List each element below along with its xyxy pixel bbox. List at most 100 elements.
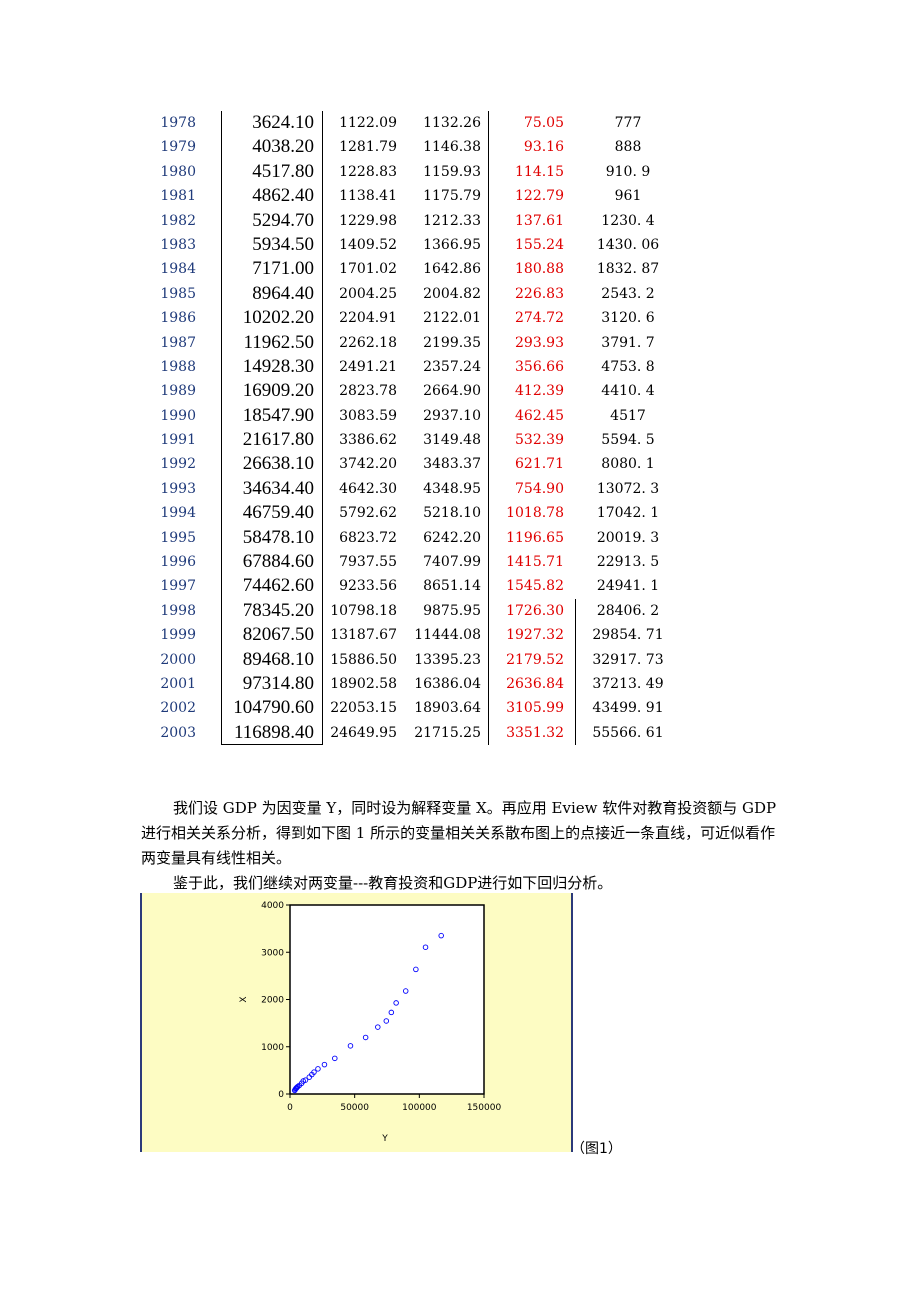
gdp-cell: 10202.20	[242, 307, 314, 329]
table-right-border	[322, 111, 323, 745]
table-row: 1997 74462.60 9233.56 8651.14 1545.82 24941. …	[150, 574, 690, 598]
figure-caption: （图1）	[571, 1141, 622, 1157]
value-cell: 1146.38	[423, 139, 481, 156]
education-investment-cell: 155.24	[515, 236, 564, 253]
value-cell: 2543. 2	[601, 285, 655, 302]
value-cell: 5792.62	[339, 505, 397, 522]
value-cell: 888	[614, 139, 642, 156]
value-cell: 1281.79	[339, 139, 397, 156]
table-row: 2003 116898.40 24649.95 21715.25 3351.32 5556…	[150, 721, 690, 745]
value-cell: 17042. 1	[596, 505, 660, 522]
data-point	[393, 1000, 399, 1006]
table-row: 1996 67884.60 7937.55 7407.99 1415.71 22913. …	[150, 550, 690, 574]
value-cell: 1642.86	[423, 261, 481, 278]
value-cell: 20019. 3	[596, 529, 660, 546]
gdp-cell: 7171.00	[252, 258, 314, 280]
scatter-chart-panel: 0 1000 2000 3000 4000 0 50000 100000 150000 Y X	[140, 893, 573, 1152]
data-point	[383, 1018, 390, 1024]
year-cell: 1998	[160, 602, 196, 619]
value-cell: 18903.64	[414, 700, 481, 717]
year-cell: 1983	[160, 236, 196, 253]
value-cell: 2937.10	[423, 407, 481, 424]
gdp-cell: 67884.60	[242, 551, 314, 573]
education-investment-cell: 1545.82	[506, 578, 564, 595]
value-cell: 11444.08	[414, 627, 481, 644]
table-row: 1992 26638.10 3742.20 3483.37 621.71 8080. 1	[150, 452, 690, 476]
table-bottom-border	[221, 744, 323, 745]
gdp-cell: 5294.70	[252, 209, 314, 231]
data-point	[422, 944, 429, 950]
education-investment-cell: 75.05	[523, 115, 564, 131]
year-cell: 1996	[160, 554, 196, 571]
year-cell: 1982	[160, 212, 196, 229]
education-investment-cell: 1927.32	[506, 627, 564, 644]
value-cell: 1159.93	[423, 163, 481, 180]
table-row: 1982 5294.70 1229.98 1212.33 137.61 1230. 4	[150, 209, 690, 233]
table-row: 2001 97314.80 18902.58 16386.04 2636.84 37213…	[150, 672, 690, 696]
value-cell: 2004.25	[339, 285, 397, 302]
year-cell: 1988	[160, 358, 196, 375]
value-cell: 4517	[610, 407, 646, 424]
data-table: 1978 3624.10 1122.09 1132.26 75.05 777 1979 403…	[150, 111, 690, 745]
value-cell: 24941. 1	[596, 578, 660, 595]
value-cell: 2199.35	[423, 334, 481, 351]
table-row: 1999 82067.50 13187.67 11444.08 1927.32 29854…	[150, 623, 690, 647]
data-point	[293, 1085, 300, 1091]
education-investment-cell: 1196.65	[506, 529, 564, 546]
data-point	[362, 1034, 369, 1041]
gdp-cell: 89468.10	[242, 648, 314, 670]
year-cell: 1979	[160, 139, 196, 156]
year-cell: 1989	[160, 383, 196, 400]
data-point	[375, 1024, 381, 1030]
value-cell: 43499. 91	[592, 700, 664, 717]
value-cell: 21715.25	[414, 724, 481, 741]
gdp-cell: 97314.80	[242, 672, 314, 694]
education-investment-cell: 2179.52	[506, 651, 564, 668]
gdp-cell: 34634.40	[242, 477, 314, 499]
gdp-cell: 74462.60	[242, 575, 314, 597]
value-cell: 1132.26	[423, 115, 481, 131]
education-investment-cell: 180.88	[515, 261, 564, 278]
value-cell: 32917. 73	[592, 651, 664, 668]
education-investment-cell: 462.45	[515, 407, 564, 424]
gdp-cell: 78345.20	[242, 599, 314, 621]
education-investment-cell: 137.61	[515, 212, 564, 229]
year-cell: 1994	[160, 505, 196, 522]
value-cell: 1230. 4	[601, 212, 655, 229]
column-divider-lower	[575, 599, 576, 745]
value-cell: 24649.95	[330, 724, 397, 741]
y-tick-label: 0	[278, 1090, 284, 1100]
table-row: 1979 4038.20 1281.79 1146.38 93.16 888	[150, 135, 690, 159]
value-cell: 9875.95	[423, 602, 481, 619]
y-tick-label: 4000	[261, 901, 284, 911]
education-investment-cell: 3351.32	[506, 724, 564, 741]
value-cell: 1175.79	[423, 188, 481, 205]
education-investment-cell: 1018.78	[506, 505, 564, 522]
scatter-chart: 0 1000 2000 3000 4000 0 50000 100000 150000 Y X	[239, 901, 501, 1144]
column-divider	[488, 111, 489, 745]
year-cell: 1981	[160, 188, 196, 205]
value-cell: 2664.90	[423, 383, 481, 400]
data-point	[302, 1077, 309, 1083]
value-cell: 1212.33	[423, 212, 481, 229]
education-investment-cell: 122.79	[515, 188, 564, 205]
year-cell: 1987	[160, 334, 196, 351]
value-cell: 2204.91	[339, 310, 397, 327]
table-row: 1978 3624.10 1122.09 1132.26 75.05 777	[150, 111, 690, 135]
value-cell: 7407.99	[423, 554, 481, 571]
value-cell: 961	[614, 188, 642, 205]
gdp-cell: 26638.10	[242, 453, 314, 475]
value-cell: 8080. 1	[601, 456, 655, 473]
value-cell: 4642.30	[339, 480, 397, 497]
table-row: 1993 34634.40 4642.30 4348.95 754.90 13072. 3	[150, 477, 690, 501]
data-point	[413, 966, 419, 973]
value-cell: 18902.58	[330, 675, 397, 692]
data-point	[402, 988, 409, 994]
gdp-cell: 3624.10	[252, 112, 314, 133]
gdp-cell: 4862.40	[252, 185, 314, 207]
value-cell: 1366.95	[423, 236, 481, 253]
paragraph-regression: 鉴于此，我们继续对两变量---教育投资和GDP进行如下回归分析。	[173, 874, 613, 892]
value-cell: 29854. 71	[592, 627, 664, 644]
year-cell: 1978	[160, 115, 196, 131]
education-investment-cell: 532.39	[515, 432, 564, 449]
